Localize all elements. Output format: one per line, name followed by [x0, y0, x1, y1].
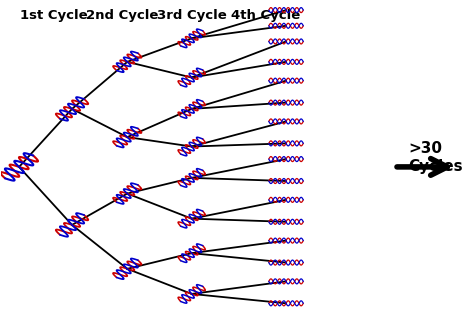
- Text: >30
Cycles: >30 Cycles: [408, 141, 463, 174]
- Text: 3rd Cycle: 3rd Cycle: [157, 9, 227, 21]
- Text: 1st Cycle: 1st Cycle: [20, 9, 87, 21]
- Text: 4th Cycle: 4th Cycle: [231, 9, 300, 21]
- Text: 2nd Cycle: 2nd Cycle: [86, 9, 159, 21]
